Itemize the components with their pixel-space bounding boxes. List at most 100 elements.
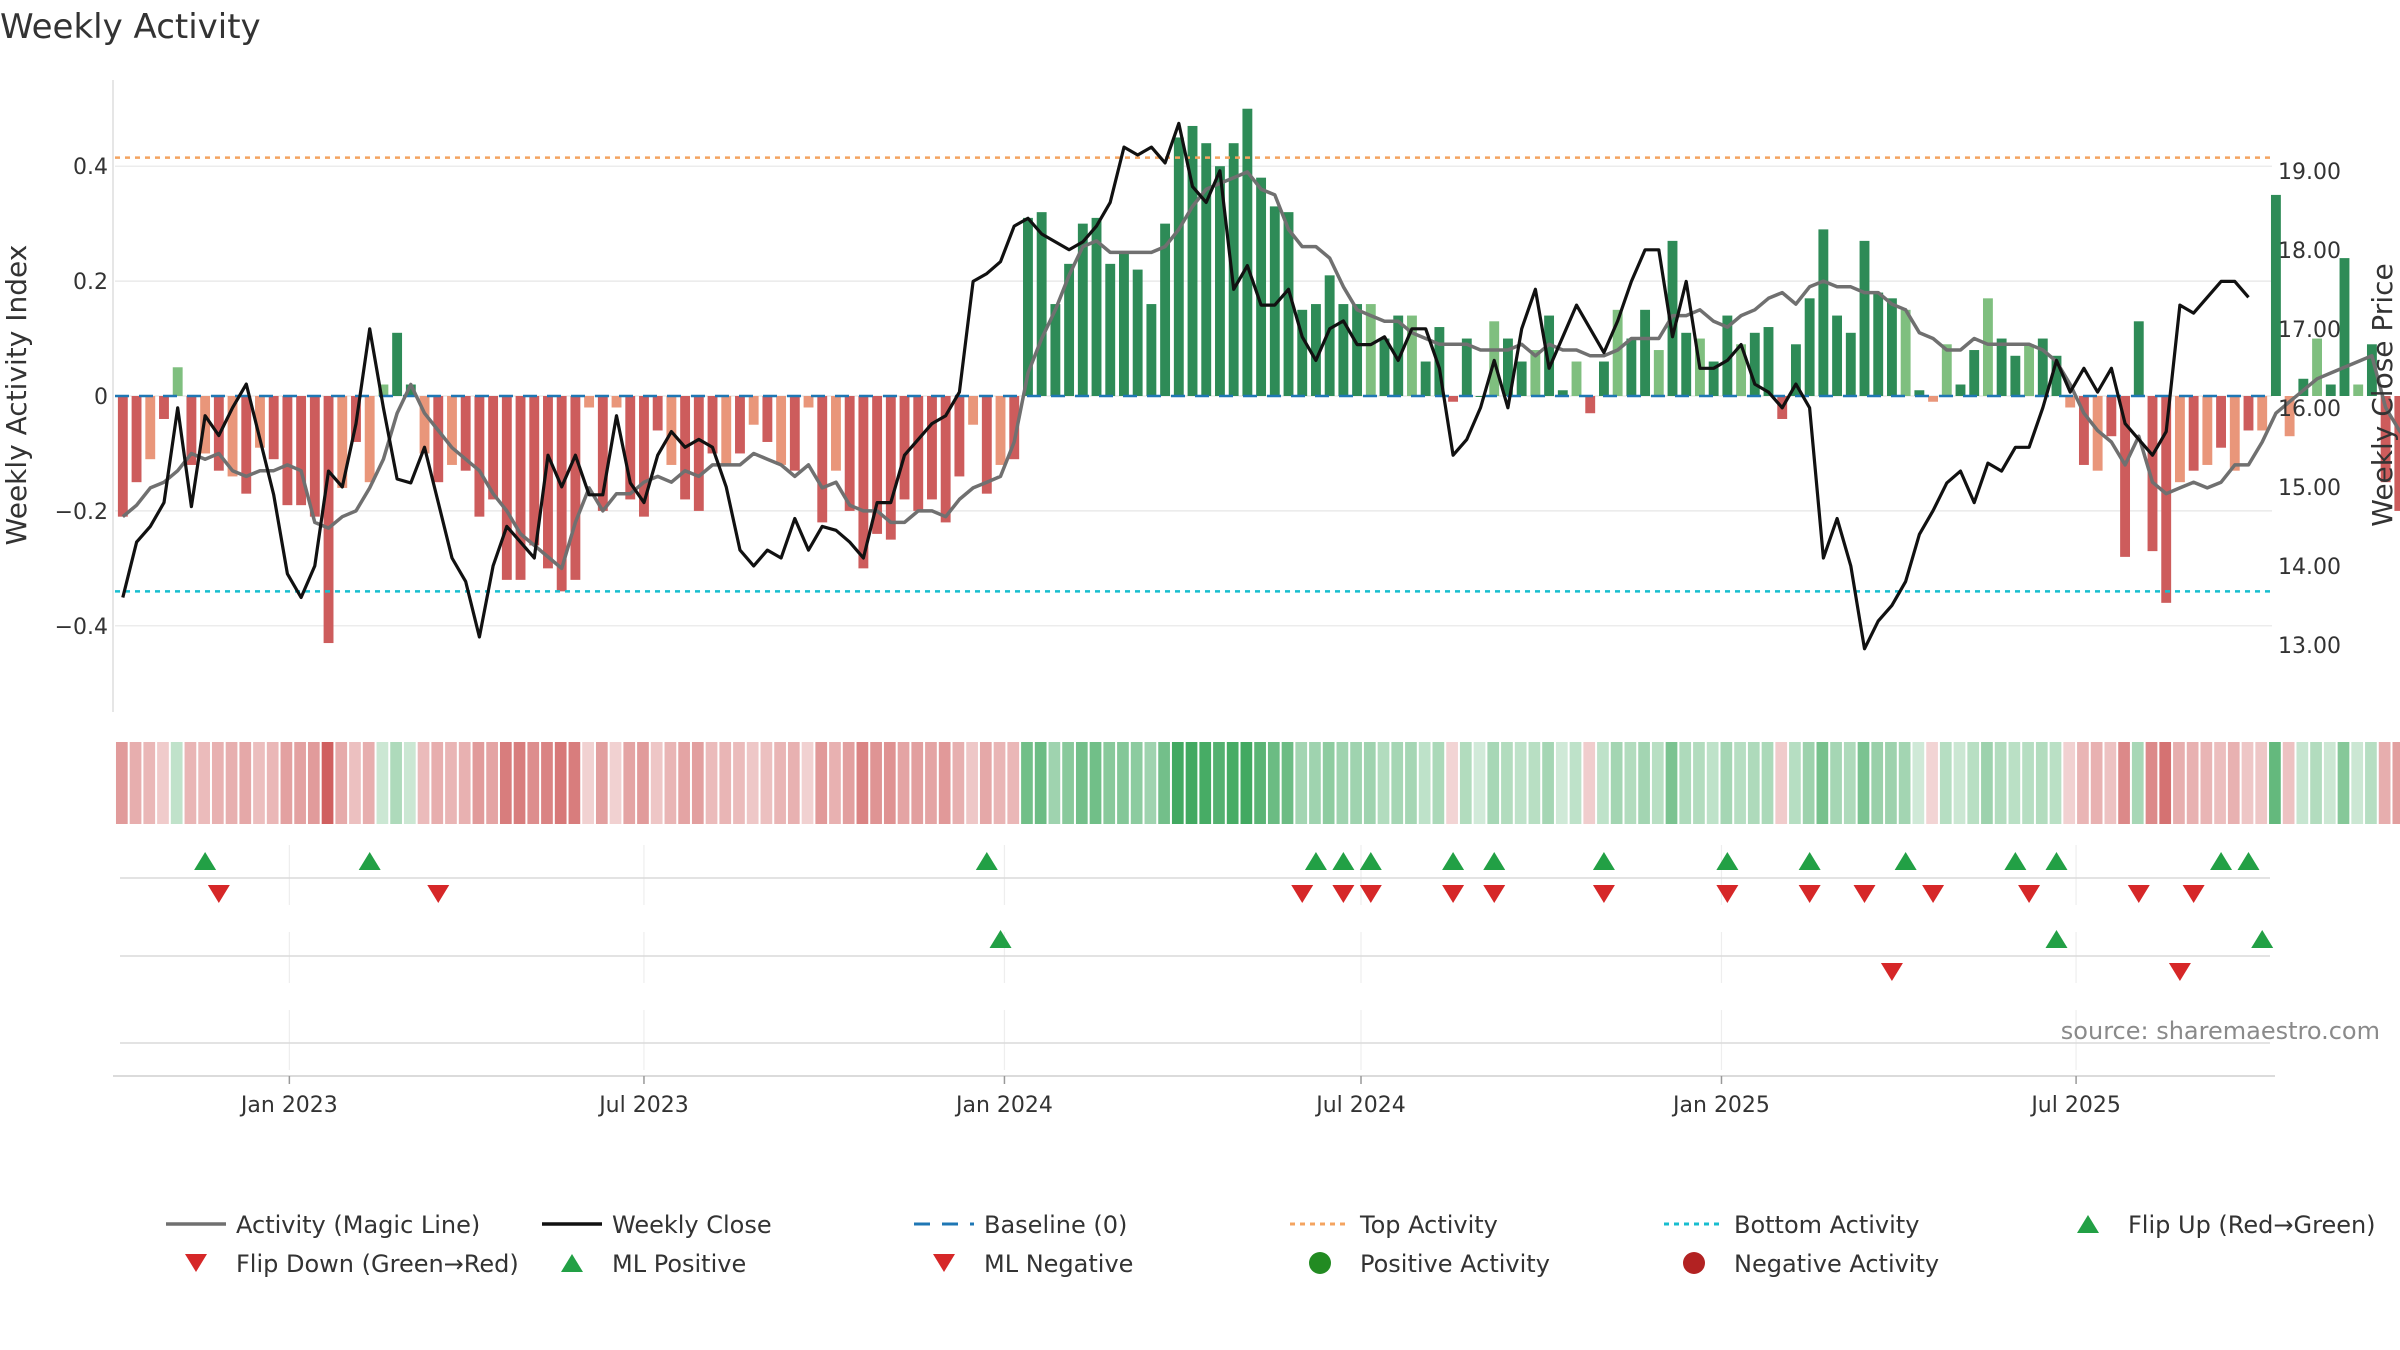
activity-heat-strip [115,742,2400,824]
heat-cell [349,742,361,824]
activity-bar [364,396,375,483]
activity-bar [2024,344,2035,396]
heat-cell [1555,742,1568,824]
heat-cell [1226,742,1239,824]
axis-ticks: 0.4 0.2 0 −0.2 −0.4 19.00 18.00 17.00 16.00 15.00… [55,155,2341,659]
activity-bar [2339,258,2350,396]
activity-bar [748,396,759,425]
activity-bar [2174,396,2185,483]
flip-lane-down-marker [2018,885,2041,903]
heat-cell [499,742,512,824]
heat-cell [1391,742,1404,824]
heat-cell [362,742,375,824]
activity-bar [995,396,1006,465]
y-left-label: Weekly Activity Index [0,245,33,546]
heat-cell [938,742,951,824]
heat-cell [883,742,896,824]
activity-bar [1790,344,1801,396]
x-tick-label: Jan 2025 [1671,1093,1770,1118]
activity-bar [2133,321,2144,396]
activity-bar [2010,355,2021,396]
activity-bar [1173,137,1184,397]
y-right-tick-label: 14.00 [2278,555,2341,580]
activity-bar [2284,396,2295,437]
heat-cell [1021,742,1033,824]
heat-cell [294,742,306,824]
activity-bar [1544,315,1555,396]
activity-bar [1818,229,1829,396]
flip-lane-down-marker [1291,885,1314,903]
heat-cell [1610,742,1623,824]
activity-bar [2229,396,2240,471]
weekly-close-line [121,121,2250,651]
heat-cell [2296,742,2309,824]
heat-cell [431,742,444,824]
heat-cell [403,742,416,824]
activity-bar [1461,338,1472,396]
flip-lane-up-marker [2210,852,2233,870]
heat-cell [2227,742,2240,824]
activity-bar [940,396,951,523]
x-axis: Jan 2023 Jul 2023 Jan 2024 Jul 2024 Jan 2025… [113,1075,2275,1118]
y-left-tick-label: −0.4 [55,615,108,640]
activity-bar [323,396,334,644]
legend-swatch [561,1254,583,1272]
activity-bar [968,396,979,425]
heat-cell [376,742,389,824]
activity-bar [1201,143,1212,396]
heat-cell [1994,742,2007,824]
legend-label: Top Activity [1359,1211,1498,1239]
heat-cell [1062,742,1074,824]
activity-bar [1681,332,1692,396]
activity-bar [1297,309,1308,396]
heat-cell [719,742,732,824]
heat-cell [2337,742,2350,824]
activity-bar [899,396,910,500]
activity-bar [1749,332,1760,396]
y-left-tick-label: 0.4 [73,155,108,180]
flip-lane-up-marker [2237,852,2260,870]
activity-bar [844,396,855,511]
heat-cell [1363,742,1376,824]
activity-bar [927,396,937,500]
flip-lane-up-marker [1304,852,1327,870]
heat-cell [1432,742,1445,824]
activity-bar [570,396,581,580]
activity-bar [817,396,828,523]
series-lines [121,121,2400,651]
activity-bar [1352,304,1363,396]
activity-bar [1146,304,1157,396]
heat-cell [417,742,430,824]
activity-bar [1969,350,1980,396]
activity-bar [1475,396,1486,397]
activity-bar [488,396,499,500]
heat-cell [2378,742,2391,824]
heat-cell [801,742,814,824]
y-right-tick-label: 18.00 [2278,239,2341,264]
activity-bar [1873,292,1884,396]
activity-bar [2366,344,2377,396]
activity-bar [1599,361,1609,396]
heat-cell [1171,742,1184,824]
chart-title: Weekly Activity [0,7,261,47]
activity-bar [1338,304,1349,396]
activity-bar [2092,396,2103,471]
flip-lane-down-marker [1592,885,1615,903]
heat-cell [2063,742,2076,824]
heat-cell [253,742,265,824]
heat-cell [1199,742,1212,824]
activity-bar [1900,309,1911,396]
activity-bar [309,396,320,517]
flip-lane-down-marker [1853,885,1876,903]
legend-label: Flip Up (Red→Green) [2128,1211,2376,1239]
y-left-tick-label: −0.2 [55,500,108,525]
heat-cell [513,742,526,824]
heat-cell [1473,742,1486,824]
activity-bar [2312,338,2322,396]
x-tick-label: Jul 2024 [1314,1093,1406,1118]
flip-lane-up-marker [1483,852,1506,870]
heat-cell [472,742,485,824]
ml-lane-up-marker [2045,930,2068,948]
heat-cell [1734,742,1746,824]
activity-bar [378,384,389,396]
